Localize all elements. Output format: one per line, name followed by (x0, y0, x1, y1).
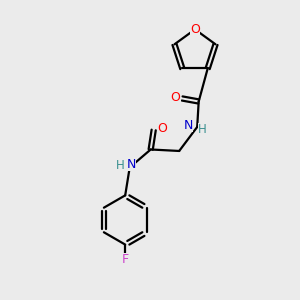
Text: H: H (116, 160, 125, 172)
Text: N: N (184, 119, 194, 132)
Text: O: O (190, 23, 200, 36)
Text: O: O (157, 122, 167, 135)
Text: N: N (127, 158, 136, 171)
Text: O: O (171, 92, 181, 104)
Text: F: F (122, 253, 129, 266)
Text: H: H (198, 123, 207, 136)
